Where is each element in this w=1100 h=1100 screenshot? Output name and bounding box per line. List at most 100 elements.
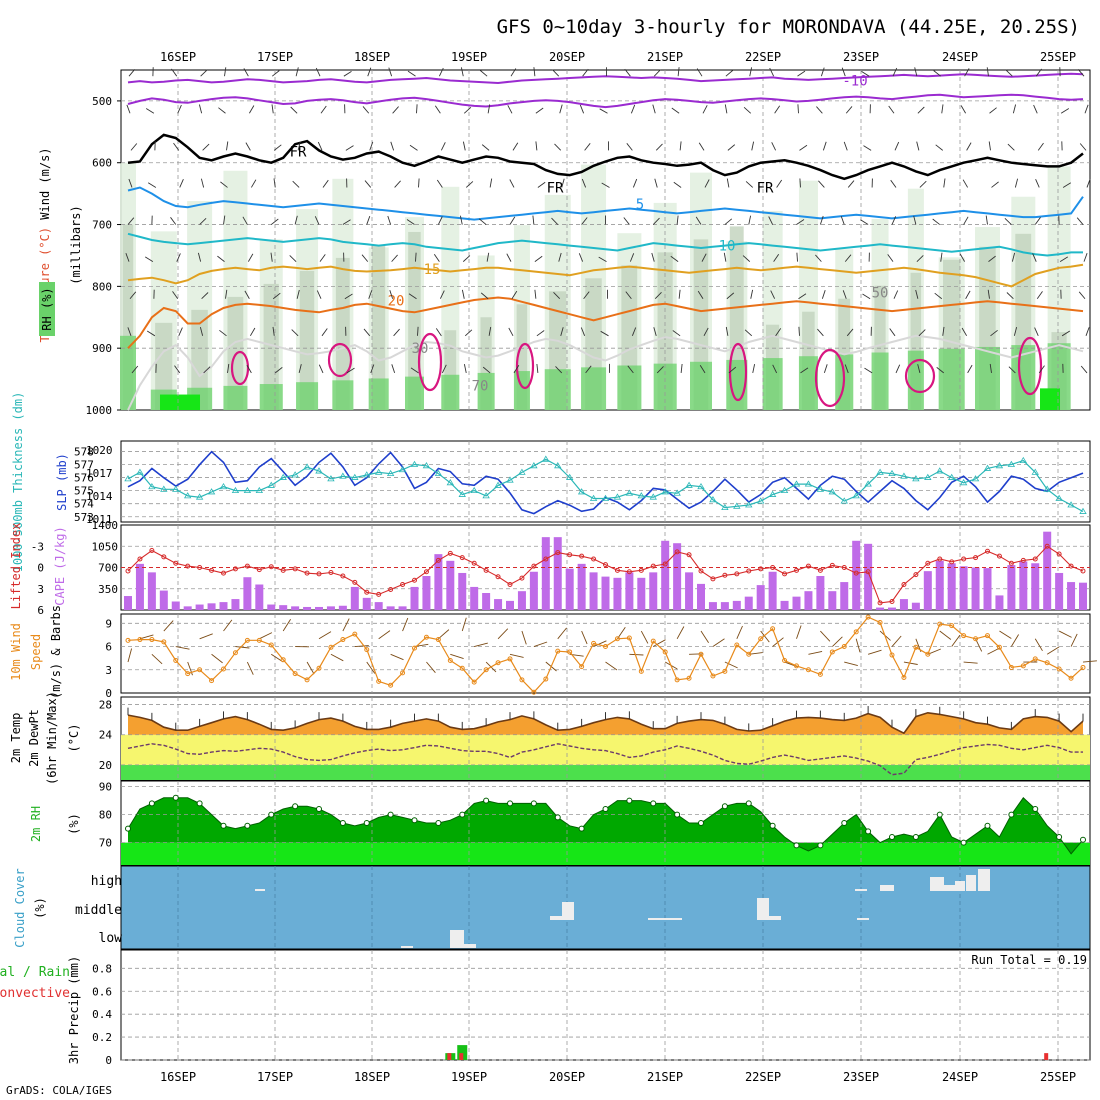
thickness-point <box>697 482 705 490</box>
li-point <box>746 568 752 574</box>
wind-barb <box>250 179 257 188</box>
wind-barb <box>916 255 924 262</box>
thickness-point <box>876 468 884 475</box>
cape-bar <box>780 600 789 610</box>
rh-contour-loop <box>417 332 443 392</box>
wind-barb <box>579 104 585 114</box>
wind-barb <box>815 254 822 262</box>
wind-barb-10m <box>306 661 315 675</box>
li-point <box>471 560 477 566</box>
wind-speed-point <box>722 668 728 674</box>
wind-barb <box>297 141 301 151</box>
wind-barb <box>176 253 181 262</box>
pressure-axis-label: (millibars) <box>69 205 83 284</box>
date-label-top: 24SEP <box>942 50 978 64</box>
wind-speed-point <box>555 648 561 654</box>
rh-point <box>721 803 728 810</box>
wind-barb-10m <box>951 634 961 647</box>
wind-barb <box>752 364 756 374</box>
slp-tick-label: 1020 <box>86 444 113 457</box>
li-tick-label: 3 <box>37 583 44 596</box>
wind-speed-point <box>507 656 513 662</box>
li-point <box>388 586 394 592</box>
rh-column-moist <box>191 309 208 410</box>
wind-barb <box>512 142 519 151</box>
cape-bar <box>386 606 395 610</box>
wind-speed-point <box>232 650 238 656</box>
wind-speed-point <box>1032 656 1038 662</box>
wind-barb <box>509 179 515 188</box>
cloud-bar-high <box>978 869 990 891</box>
cloud-level-low: low <box>99 931 123 946</box>
wind-barb <box>1062 182 1072 188</box>
wind-barb <box>554 143 562 151</box>
li-point <box>412 577 417 583</box>
wind-barb <box>290 106 298 114</box>
contour-label: FR <box>290 145 307 161</box>
cape-bar <box>828 591 837 610</box>
wind-speed-point <box>292 671 298 677</box>
wind-barb <box>248 105 255 114</box>
wind-barb <box>653 327 657 336</box>
wind-barb <box>249 327 256 337</box>
wind-barb <box>961 327 968 337</box>
cape-bar <box>911 602 920 610</box>
wind-barb <box>147 182 157 188</box>
date-label-top: 21SEP <box>647 50 683 64</box>
temp-tick-label: 20 <box>99 759 112 772</box>
wind-barb <box>723 252 727 262</box>
thickness-point <box>160 485 168 492</box>
li-point <box>340 573 346 579</box>
wind-barb <box>407 70 416 77</box>
li-point <box>244 563 250 569</box>
slp-tick-label: 1011 <box>86 513 113 526</box>
li-point <box>447 550 453 556</box>
upper-air-axis-label-part <box>38 220 52 227</box>
wind-barb <box>988 255 996 262</box>
wind-barb <box>199 217 207 225</box>
slp-axis-label: SLP (mb) <box>55 453 69 511</box>
cape-bar <box>792 596 801 610</box>
dewpoint-line <box>127 743 1083 776</box>
rh-unit-label: (%) <box>67 813 81 835</box>
rh-point <box>984 822 991 829</box>
wind-barb-10m <box>259 632 273 640</box>
wind-barb <box>410 367 419 374</box>
thickness-point <box>768 490 777 497</box>
cape-bar <box>470 586 479 610</box>
rh-point <box>196 800 203 807</box>
li-point <box>483 567 489 573</box>
date-label-bottom: 24SEP <box>942 1070 978 1084</box>
rh-axis-label-part: 2m RH <box>29 806 43 842</box>
wind-barb <box>508 327 514 337</box>
rh-point <box>674 811 681 818</box>
wind-barb-10m <box>330 653 344 662</box>
wind-barb <box>173 142 180 151</box>
cape-bar <box>135 563 144 610</box>
thickness-point <box>494 481 502 488</box>
wind-speed-point <box>268 642 274 648</box>
wind-speed-point <box>1056 666 1062 672</box>
rh-contour-loop <box>904 358 936 394</box>
wind-barb <box>726 292 735 300</box>
wind-barb <box>487 104 491 114</box>
wind-speed-point <box>794 663 799 669</box>
wind-barb-10m <box>820 630 831 642</box>
rh-column-saturated <box>762 358 783 410</box>
rh-saturated-patch <box>160 394 200 410</box>
thickness-point <box>363 471 371 478</box>
wind-barb <box>536 330 545 337</box>
rh-column-saturated <box>871 352 889 410</box>
wind-barb <box>584 143 591 151</box>
cape-bar <box>1079 582 1087 610</box>
cape-bar <box>613 577 622 610</box>
wind-barb <box>702 105 708 114</box>
wind-barb <box>435 328 442 337</box>
wind-barb <box>844 364 849 374</box>
wind-barb <box>362 106 370 114</box>
cape-bar <box>398 606 407 610</box>
wind-barb <box>1037 142 1044 151</box>
cape-bar <box>983 568 992 610</box>
wind-barb-10m <box>438 629 450 640</box>
wind-barb <box>219 329 227 337</box>
